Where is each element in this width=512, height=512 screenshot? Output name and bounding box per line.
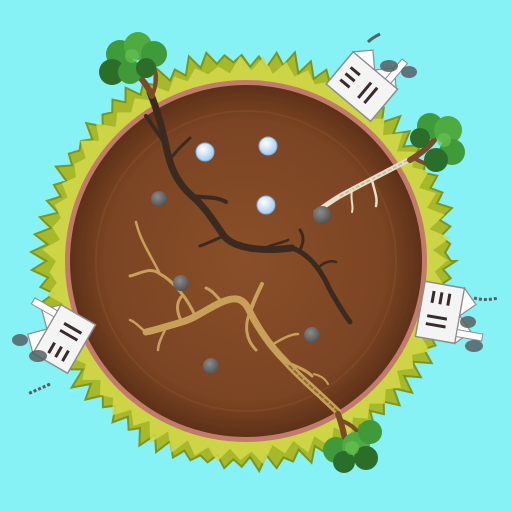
factory-right[interactable] [414,280,490,348]
dark-root-system [144,88,353,325]
factory-smoke [366,32,417,78]
stone[interactable] [304,327,320,343]
water-droplet[interactable] [256,195,276,215]
stone[interactable] [151,191,167,207]
light-root-system [128,220,342,416]
tree-top-left[interactable] [99,32,167,99]
stone[interactable] [203,358,219,374]
tree-right[interactable] [407,113,465,172]
water-droplets [195,136,278,215]
water-droplet[interactable] [195,142,215,162]
soil-inner-ring-2 [95,110,397,412]
stone[interactable] [313,206,331,224]
soil-inner-ring [78,93,414,429]
factory-smoke [12,334,51,396]
water-droplet[interactable] [258,136,278,156]
stones [151,191,331,374]
soil-disc [70,85,422,437]
factory-smoke [460,296,499,352]
stone[interactable] [173,275,189,291]
factory-top-right[interactable] [325,32,414,123]
factory-left[interactable] [10,292,97,375]
tree-bottom[interactable] [323,411,382,473]
